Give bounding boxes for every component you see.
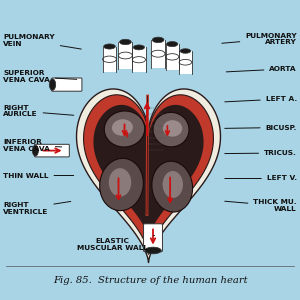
Text: BICUSP.: BICUSP. [225,124,297,130]
Ellipse shape [152,37,164,43]
Text: PULMONARY
ARTERY: PULMONARY ARTERY [222,32,297,46]
Text: TRICUS.: TRICUS. [225,150,297,156]
Polygon shape [93,105,204,240]
Ellipse shape [167,41,178,46]
FancyBboxPatch shape [52,78,82,91]
Ellipse shape [180,49,191,53]
Text: RIGHT
VENTRICLE: RIGHT VENTRICLE [3,201,71,215]
Ellipse shape [166,54,179,60]
Text: LEFT V.: LEFT V. [225,176,297,182]
Ellipse shape [104,111,145,147]
Ellipse shape [132,57,146,63]
Bar [179,51,192,74]
Text: AORTA: AORTA [226,66,297,72]
Ellipse shape [163,120,182,137]
Text: THICK MU.
WALL: THICK MU. WALL [225,199,297,212]
Ellipse shape [133,45,145,50]
Text: INFERIOR
VENA CAVA: INFERIOR VENA CAVA [3,139,62,152]
Ellipse shape [109,168,131,197]
Ellipse shape [112,119,133,136]
Ellipse shape [32,145,38,156]
Ellipse shape [163,171,183,198]
Ellipse shape [119,39,131,45]
Text: RIGHT
AURICLE: RIGHT AURICLE [3,104,74,118]
Ellipse shape [118,52,132,59]
Ellipse shape [103,56,116,62]
Text: SUPERIOR
VENA CAVA: SUPERIOR VENA CAVA [3,70,77,83]
Text: Fig. 85.  Structure of the human heart: Fig. 85. Structure of the human heart [53,276,247,285]
Polygon shape [84,95,213,254]
Ellipse shape [153,112,189,147]
Text: LEFT A.: LEFT A. [225,96,297,102]
Ellipse shape [100,158,143,211]
Polygon shape [76,89,220,262]
Ellipse shape [179,59,192,65]
Ellipse shape [151,50,165,57]
Bar [103,46,116,72]
FancyBboxPatch shape [34,144,69,157]
Text: PULMONARY
VEIN: PULMONARY VEIN [3,34,81,49]
Text: THIN WALL: THIN WALL [3,172,74,178]
Ellipse shape [103,44,116,49]
Ellipse shape [50,79,56,90]
Bar [118,42,132,69]
Ellipse shape [152,161,193,212]
FancyBboxPatch shape [143,224,163,252]
Ellipse shape [145,247,161,254]
Text: ELASTIC
MUSCULAR WALL: ELASTIC MUSCULAR WALL [77,236,154,251]
Bar [166,44,179,70]
Bar [151,40,165,68]
Bar [132,47,146,72]
